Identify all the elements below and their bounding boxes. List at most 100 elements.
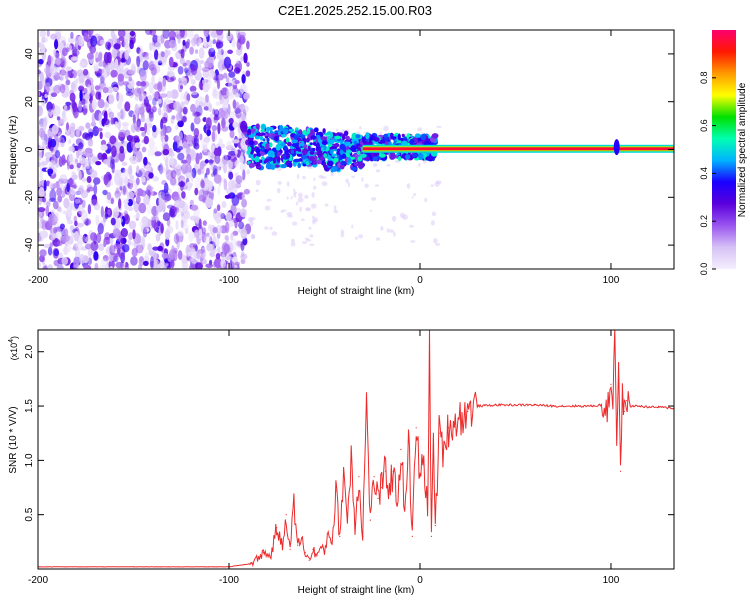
noise-speckle — [241, 193, 246, 200]
noise-speckle — [122, 81, 130, 86]
noise-speckle — [109, 180, 114, 187]
noise-speckle — [47, 246, 53, 256]
noise-speckle — [87, 30, 94, 36]
noise-speckle — [217, 166, 222, 171]
snr-point — [629, 405, 631, 407]
noise-speckle — [190, 103, 196, 113]
noise-speckle — [103, 159, 109, 165]
noise-speckle — [197, 37, 202, 46]
noise-speckle — [54, 212, 59, 223]
noise-speckle — [193, 127, 200, 138]
noise-speckle — [239, 31, 246, 38]
noise-speckle — [181, 163, 189, 175]
noise-speckle — [195, 152, 200, 165]
noise-speckle — [56, 264, 64, 269]
snr-point — [415, 427, 417, 429]
noise-speckle — [226, 140, 232, 150]
noise-speckle — [180, 220, 184, 229]
noise-speckle — [182, 106, 188, 115]
noise-speckle — [72, 264, 80, 269]
noise-speckle — [111, 48, 118, 59]
noise-speckle — [138, 49, 144, 58]
noise-speckle — [178, 181, 186, 188]
spectrogram-x-axis: -200 -100 0 100 — [28, 30, 620, 286]
signal-speckle — [355, 134, 361, 139]
snr-point — [553, 405, 555, 407]
noise-speckle — [182, 39, 186, 47]
signal-speckle — [357, 150, 361, 155]
signal-speckle — [272, 157, 277, 164]
snr-point — [407, 438, 410, 440]
y-tick-label: 0 — [24, 146, 35, 152]
noise-speckle — [89, 151, 93, 158]
noise-speckle — [47, 168, 54, 175]
noise-speckle — [146, 202, 152, 215]
halo-speckle — [386, 164, 391, 167]
noise-speckle — [76, 162, 82, 169]
noise-speckle — [169, 39, 177, 49]
colorbar-ticks: 0.0 0.2 0.4 0.6 0.8 — [699, 72, 716, 275]
snr-point — [618, 362, 620, 364]
noise-speckle — [78, 185, 84, 195]
noise-speckle — [102, 255, 109, 262]
noise-speckle — [201, 169, 205, 175]
y-tick-label: 0.5 — [24, 507, 35, 521]
spectrogram-y-axis: -40 -20 0 20 40 — [24, 48, 674, 252]
snr-point — [385, 470, 387, 472]
snr-point — [419, 476, 421, 478]
noise-speckle — [63, 197, 70, 209]
noise-speckle — [127, 206, 134, 212]
noise-speckle — [205, 94, 209, 103]
noise-speckle — [109, 244, 116, 256]
noise-speckle — [109, 159, 115, 170]
signal-speckle — [291, 142, 298, 148]
noise-speckle — [134, 103, 139, 115]
halo-speckle — [413, 193, 417, 196]
noise-speckle — [102, 87, 109, 94]
noise-speckle — [205, 197, 214, 209]
noise-speckle — [223, 243, 231, 254]
signal-speckle — [330, 153, 338, 157]
noise-speckle — [120, 228, 128, 238]
noise-speckle — [141, 216, 149, 226]
noise-speckle — [112, 208, 119, 219]
noise-speckle — [72, 46, 77, 58]
noise-speckle — [85, 243, 92, 250]
noise-speckle — [94, 85, 100, 91]
noise-speckle — [240, 241, 245, 252]
noise-speckle — [118, 129, 126, 138]
noise-speckle — [185, 227, 189, 235]
snr-point — [614, 324, 615, 325]
noise-speckle — [110, 30, 115, 39]
halo-speckle — [375, 169, 381, 173]
noise-speckle — [77, 205, 85, 215]
noise-speckle — [62, 234, 70, 242]
noise-speckle — [70, 31, 74, 39]
noise-speckle — [67, 219, 74, 225]
noise-speckle — [67, 104, 71, 110]
snr-point — [619, 470, 622, 472]
noise-speckle — [90, 121, 97, 127]
halo-speckle — [277, 181, 282, 185]
noise-speckle — [50, 138, 57, 148]
noise-speckle — [59, 209, 67, 214]
signal-speckle — [287, 141, 292, 147]
snr-point — [591, 405, 593, 407]
signal-speckle — [248, 134, 255, 138]
signal-speckle — [372, 156, 379, 162]
signal-speckle — [328, 143, 332, 148]
noise-speckle — [106, 156, 114, 168]
noise-speckle — [228, 111, 236, 119]
noise-speckle — [56, 230, 63, 241]
noise-speckle — [136, 188, 144, 197]
noise-speckle — [173, 196, 182, 202]
halo-speckle — [431, 211, 437, 216]
noise-speckle — [163, 101, 167, 112]
noise-speckle — [168, 30, 177, 40]
noise-speckle — [243, 188, 250, 195]
y-tick-label: 40 — [24, 48, 35, 60]
noise-speckle — [229, 238, 238, 251]
snr-point — [430, 535, 432, 538]
noise-speckle — [198, 152, 203, 160]
noise-speckle — [219, 96, 224, 105]
